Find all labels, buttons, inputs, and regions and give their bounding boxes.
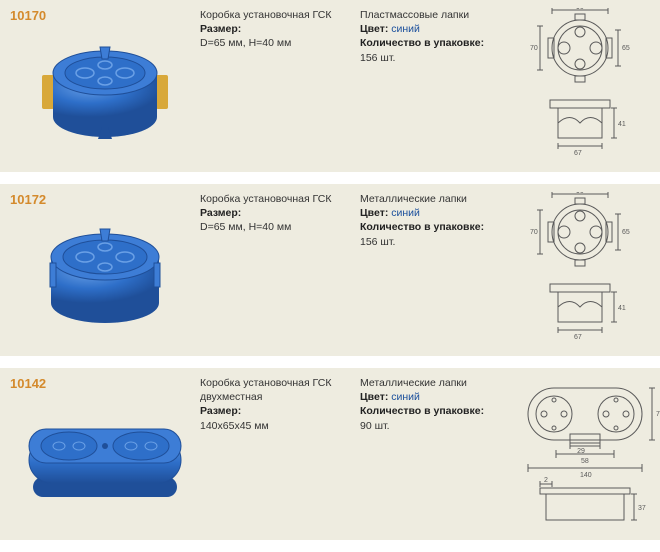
size-value: D=65 мм, H=40 мм (200, 220, 356, 234)
left-column: 10172 (0, 190, 200, 350)
dim-side-h: 41 (618, 121, 626, 128)
box-single-illustration (30, 29, 180, 159)
size-label: Размер: (200, 206, 356, 220)
dim-outer-d: 90 (576, 192, 584, 195)
attributes-column: Пластмассовые лапки Цвет: синий Количест… (360, 6, 510, 166)
pack-label: Количество в упаковке: (360, 36, 506, 50)
dim-depth: 37 (638, 505, 646, 512)
sku-code: 10142 (10, 376, 200, 391)
dim-hole-right: 65 (622, 45, 630, 52)
dim-W: 140 (580, 472, 592, 479)
product-card: 10170 (0, 0, 660, 172)
product-title: Коробка установочная ГСК (200, 8, 356, 22)
product-card: 10172 (0, 184, 660, 356)
dim-outer-d: 90 (576, 8, 584, 11)
color-value: синий (391, 391, 420, 403)
tech-drawing-double: 140 58 29 70 37 2 (510, 376, 660, 531)
left-column: 10142 (0, 374, 200, 534)
size-label: Размер: (200, 22, 356, 36)
dim-pitch: 58 (581, 458, 589, 465)
color-value: синий (391, 23, 420, 35)
size-value: 140х65х45 мм (200, 419, 356, 433)
feature-text: Пластмассовые лапки (360, 8, 506, 22)
product-photo (10, 397, 200, 527)
product-title: Коробка установочная ГСК (200, 192, 356, 206)
description-column: Коробка установочная ГСК двухместная Раз… (200, 374, 360, 534)
color-label: Цвет: (360, 391, 388, 403)
pack-value: 156 шт. (360, 235, 506, 249)
feature-text: Металлические лапки (360, 376, 506, 390)
attributes-column: Металлические лапки Цвет: синий Количест… (360, 190, 510, 350)
box-single-illustration (30, 213, 180, 343)
size-label: Размер: (200, 404, 356, 418)
description-column: Коробка установочная ГСК Размер: D=65 мм… (200, 190, 360, 350)
drawing-column: 90 70 65 67 41 (510, 6, 660, 166)
product-photo (10, 213, 200, 343)
dim-side-h: 41 (618, 305, 626, 312)
tech-drawing-single: 90 70 65 67 41 (510, 192, 650, 342)
drawing-column: 140 58 29 70 37 2 (510, 374, 660, 534)
product-photo (10, 29, 200, 159)
sku-code: 10172 (10, 192, 200, 207)
pack-label: Количество в упаковке: (360, 404, 506, 418)
size-value: D=65 мм, H=40 мм (200, 36, 356, 50)
color-label: Цвет: (360, 207, 388, 219)
color-value: синий (391, 207, 420, 219)
dim-tab: 2 (544, 477, 548, 484)
product-card: 10142 (0, 368, 660, 540)
pack-label: Количество в упаковке: (360, 220, 506, 234)
sku-code: 10170 (10, 8, 200, 23)
dim-side-w: 67 (574, 150, 582, 157)
left-column: 10170 (0, 6, 200, 166)
dim-hole-left: 70 (530, 45, 538, 52)
dim-inner: 29 (577, 448, 585, 455)
pack-value: 90 шт. (360, 419, 506, 433)
dim-hole-left: 70 (530, 229, 538, 236)
dim-H: 70 (656, 411, 660, 418)
tech-drawing-single: 90 70 65 67 41 (510, 8, 650, 158)
pack-value: 156 шт. (360, 51, 506, 65)
drawing-column: 90 70 65 67 41 (510, 190, 660, 350)
description-column: Коробка установочная ГСК Размер: D=65 мм… (200, 6, 360, 166)
box-double-illustration (15, 407, 195, 517)
feature-text: Металлические лапки (360, 192, 506, 206)
color-label: Цвет: (360, 23, 388, 35)
dim-hole-right: 65 (622, 229, 630, 236)
dim-side-w: 67 (574, 334, 582, 341)
product-title: Коробка установочная ГСК двухместная (200, 376, 356, 404)
attributes-column: Металлические лапки Цвет: синий Количест… (360, 374, 510, 534)
